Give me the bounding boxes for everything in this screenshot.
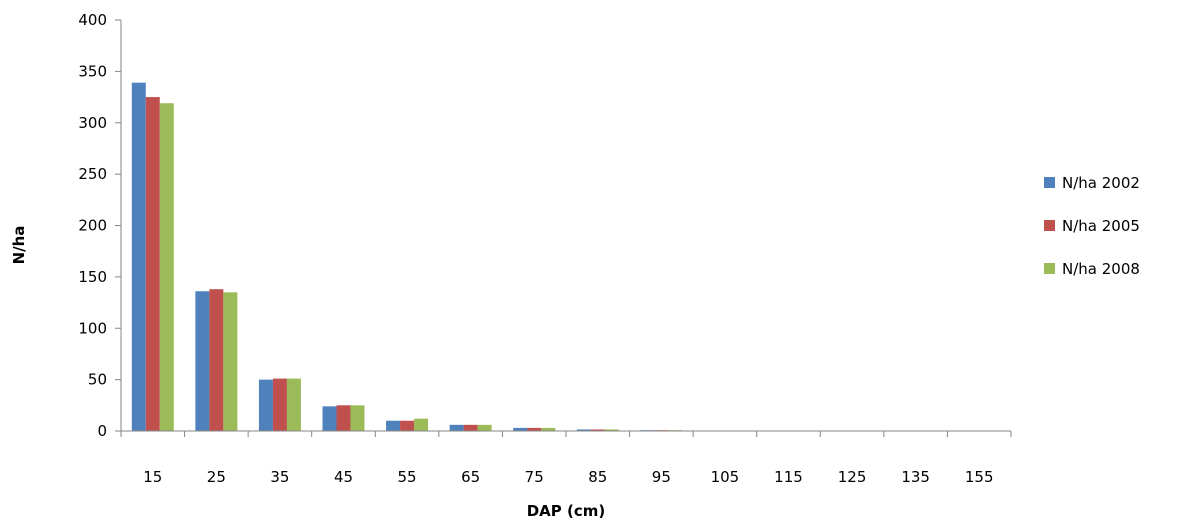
legend-label: N/ha 2005 xyxy=(1062,217,1140,235)
y-tick-label: 300 xyxy=(78,114,107,132)
bar-n-ha-2005-25 xyxy=(209,289,224,431)
x-tick-label: 65 xyxy=(461,468,480,486)
y-tick-label: 150 xyxy=(78,268,107,286)
x-tick-label: 75 xyxy=(525,468,544,486)
bar-n-ha-2005-15 xyxy=(145,97,160,431)
y-tick-label: 0 xyxy=(97,422,107,440)
bar-n-ha-2008-45 xyxy=(350,405,365,431)
bar-n-ha-2005-85 xyxy=(590,429,605,431)
y-tick-label: 250 xyxy=(78,165,107,183)
bar-n-ha-2002-75 xyxy=(513,427,528,431)
bar-n-ha-2002-35 xyxy=(258,379,273,431)
y-tick-label: 100 xyxy=(78,319,107,337)
bar-n-ha-2002-85 xyxy=(576,429,591,431)
legend-swatch xyxy=(1044,263,1055,274)
bar-n-ha-2005-65 xyxy=(463,424,478,431)
x-tick-label: 15 xyxy=(143,468,162,486)
x-tick-label: 155 xyxy=(965,468,994,486)
x-tick-label: 35 xyxy=(270,468,289,486)
bar-n-ha-2002-65 xyxy=(449,424,464,431)
bar-n-ha-2008-35 xyxy=(286,378,301,431)
legend-label: N/ha 2008 xyxy=(1062,260,1140,278)
y-tick-label: 200 xyxy=(78,217,107,235)
x-tick-label: 135 xyxy=(901,468,930,486)
bar-n-ha-2008-15 xyxy=(159,103,174,431)
bar-n-ha-2005-75 xyxy=(527,427,542,431)
y-tick-label: 50 xyxy=(88,371,107,389)
x-tick-label: 95 xyxy=(652,468,671,486)
bar-n-ha-2008-65 xyxy=(477,424,492,431)
bar-n-ha-2005-45 xyxy=(336,405,351,431)
bar-n-ha-2002-45 xyxy=(322,406,337,431)
y-axis-ticks: 0 50 100 150 200 250 300 350 400 xyxy=(78,11,121,440)
x-axis-ticks: 15 25 35 45 55 65 75 85 95 105 115 125 135 155 xyxy=(120,431,1012,486)
legend: N/ha 2002 N/ha 2005 N/ha 2008 xyxy=(1044,174,1140,278)
bar-n-ha-2008-85 xyxy=(604,429,619,431)
bar-n-ha-2008-55 xyxy=(414,418,429,431)
bar-n-ha-2002-55 xyxy=(386,420,401,431)
bar-n-ha-2005-55 xyxy=(400,420,415,431)
legend-swatch xyxy=(1044,220,1055,231)
bar-n-ha-2005-35 xyxy=(272,378,287,431)
x-tick-label: 115 xyxy=(774,468,803,486)
x-tick-label: 55 xyxy=(398,468,417,486)
legend-swatch xyxy=(1044,177,1055,188)
x-tick-label: 125 xyxy=(838,468,867,486)
x-axis-title: DAP (cm) xyxy=(527,502,606,520)
bar-n-ha-2008-75 xyxy=(541,427,556,431)
legend-label: N/ha 2002 xyxy=(1062,174,1140,192)
x-tick-label: 25 xyxy=(207,468,226,486)
y-axis-title: N/ha xyxy=(10,226,28,265)
bar-n-ha-2008-25 xyxy=(223,292,238,431)
bar-n-ha-2002-15 xyxy=(131,82,146,432)
bars-layer xyxy=(131,82,1001,432)
y-tick-label: 350 xyxy=(78,62,107,80)
x-tick-label: 45 xyxy=(334,468,353,486)
x-tick-label: 85 xyxy=(588,468,607,486)
bar-n-ha-2002-25 xyxy=(195,291,210,431)
y-tick-label: 400 xyxy=(78,11,107,29)
x-tick-label: 105 xyxy=(711,468,740,486)
